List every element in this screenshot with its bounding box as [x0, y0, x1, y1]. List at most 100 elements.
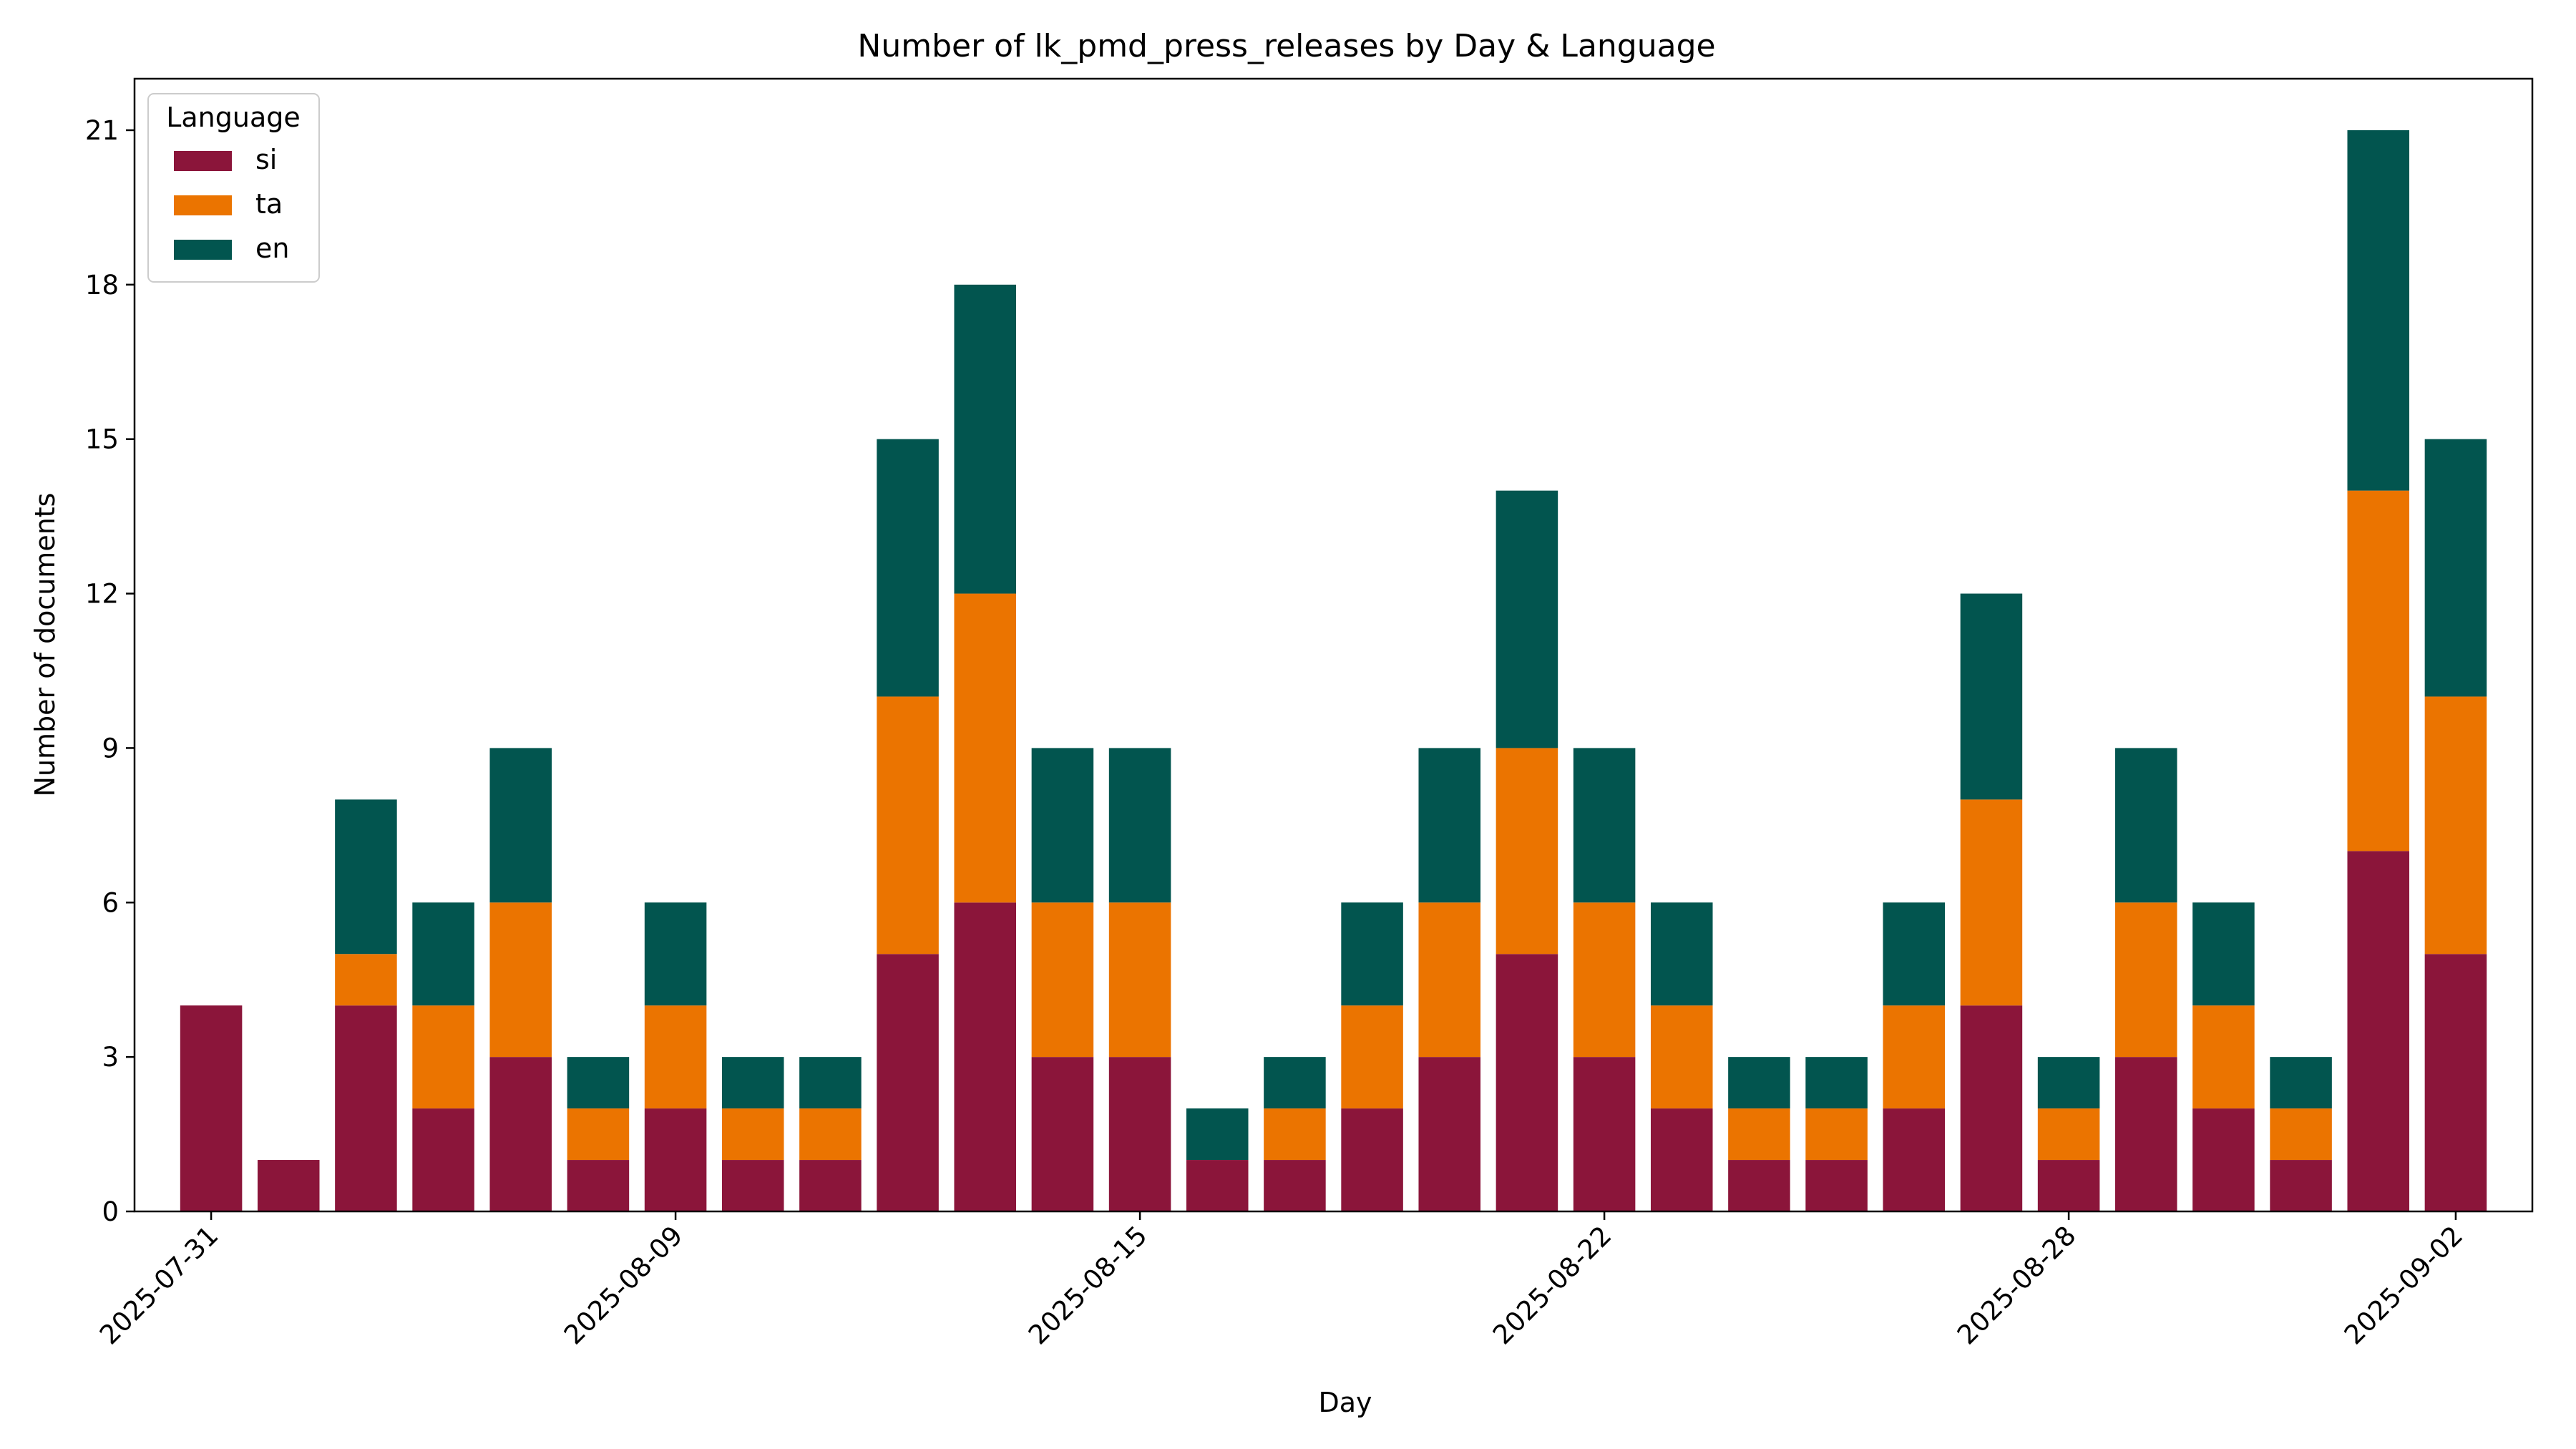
- bar-en-25: [2114, 748, 2177, 903]
- bar-si-10: [954, 902, 1017, 1211]
- bar-ta-8: [799, 1108, 862, 1161]
- bar-ta-14: [1264, 1108, 1326, 1161]
- bar-si-1: [257, 1160, 320, 1211]
- bar-en-3: [412, 902, 474, 1006]
- bar-si-11: [1031, 1057, 1094, 1211]
- bar-en-15: [1341, 902, 1403, 1006]
- bar-si-0: [180, 1005, 243, 1211]
- legend-frame: [147, 93, 320, 283]
- bar-ta-7: [721, 1108, 784, 1161]
- bar-si-12: [1108, 1057, 1171, 1211]
- bar-si-16: [1418, 1057, 1481, 1211]
- bar-si-6: [644, 1108, 707, 1211]
- bar-si-9: [877, 954, 939, 1211]
- bar-ta-24: [2037, 1108, 2100, 1161]
- y-tick-label-5: 15: [85, 424, 119, 455]
- bar-si-27: [2270, 1160, 2332, 1211]
- y-axis-label: Number of documents: [29, 493, 61, 797]
- legend-label-si: si: [255, 144, 277, 175]
- bar-ta-20: [1728, 1108, 1790, 1161]
- bar-si-7: [721, 1160, 784, 1211]
- bar-si-25: [2114, 1057, 2177, 1211]
- bar-en-24: [2037, 1057, 2100, 1109]
- bar-ta-6: [644, 1005, 707, 1109]
- bar-ta-19: [1650, 1005, 1713, 1109]
- legend: Language si ta en: [147, 93, 320, 283]
- bar-ta-26: [2192, 1005, 2255, 1109]
- y-tick-label-6: 18: [85, 270, 119, 301]
- bar-en-6: [644, 902, 707, 1006]
- y-tick-label-1: 3: [102, 1042, 119, 1073]
- bar-si-4: [489, 1057, 552, 1211]
- bar-en-17: [1496, 490, 1558, 748]
- bar-si-28: [2347, 851, 2410, 1211]
- bar-ta-4: [489, 902, 552, 1058]
- bar-en-22: [1883, 902, 1946, 1006]
- bar-en-5: [567, 1057, 630, 1109]
- legend-swatch-en: [174, 240, 232, 260]
- bar-en-8: [799, 1057, 862, 1109]
- bar-ta-10: [954, 593, 1017, 903]
- bar-si-23: [1960, 1005, 2023, 1211]
- bar-en-2: [335, 799, 397, 955]
- bar-ta-5: [567, 1108, 630, 1161]
- bar-ta-25: [2114, 902, 2177, 1058]
- legend-label-en: en: [255, 233, 289, 264]
- bar-ta-27: [2270, 1108, 2332, 1161]
- bar-en-23: [1960, 593, 2023, 800]
- y-tick-label-0: 0: [102, 1196, 119, 1227]
- y-axis: 0 3 6 9 12 15 18 21: [85, 115, 135, 1227]
- bar-si-21: [1805, 1160, 1868, 1211]
- bar-si-5: [567, 1160, 630, 1211]
- bar-en-29: [2424, 439, 2487, 697]
- bar-en-19: [1650, 902, 1713, 1006]
- bar-en-10: [954, 284, 1017, 594]
- bar-en-9: [877, 439, 939, 697]
- bar-si-18: [1573, 1057, 1636, 1211]
- bar-ta-28: [2347, 490, 2410, 852]
- bar-en-11: [1031, 748, 1094, 903]
- bar-ta-2: [335, 954, 397, 1006]
- bar-ta-29: [2424, 696, 2487, 955]
- bar-ta-22: [1883, 1005, 1946, 1109]
- bar-si-29: [2424, 954, 2487, 1211]
- legend-title: Language: [166, 102, 301, 133]
- bar-si-3: [412, 1108, 474, 1211]
- bar-en-28: [2347, 130, 2410, 491]
- legend-swatch-si: [174, 151, 232, 171]
- bar-en-16: [1418, 748, 1481, 903]
- bar-en-18: [1573, 748, 1636, 903]
- bar-ta-23: [1960, 799, 2023, 1006]
- bar-en-26: [2192, 902, 2255, 1006]
- bar-ta-16: [1418, 902, 1481, 1058]
- bar-en-4: [489, 748, 552, 903]
- bar-ta-12: [1108, 902, 1171, 1058]
- bar-si-17: [1496, 954, 1558, 1211]
- bar-ta-9: [877, 696, 939, 955]
- bar-ta-18: [1573, 902, 1636, 1058]
- bar-ta-15: [1341, 1005, 1403, 1109]
- bar-en-14: [1264, 1057, 1326, 1109]
- bar-en-12: [1108, 748, 1171, 903]
- bar-si-2: [335, 1005, 397, 1211]
- bar-si-13: [1186, 1160, 1249, 1211]
- bar-si-19: [1650, 1108, 1713, 1211]
- bar-en-13: [1186, 1108, 1249, 1161]
- legend-swatch-ta: [174, 195, 232, 215]
- y-tick-label-3: 9: [102, 733, 119, 763]
- bar-ta-3: [412, 1005, 474, 1109]
- bar-si-22: [1883, 1108, 1946, 1211]
- y-tick-label-2: 6: [102, 887, 119, 918]
- bar-si-20: [1728, 1160, 1790, 1211]
- bars-group: [180, 130, 2487, 1211]
- plot-frame: [133, 77, 2534, 1213]
- bar-si-14: [1264, 1160, 1326, 1211]
- y-tick-label-7: 21: [85, 115, 119, 146]
- bar-ta-11: [1031, 902, 1094, 1058]
- bar-si-8: [799, 1160, 862, 1211]
- chart-title: Number of lk_pmd_press_releases by Day &…: [857, 28, 1715, 64]
- legend-label-ta: ta: [255, 188, 283, 220]
- bar-si-26: [2192, 1108, 2255, 1211]
- bar-ta-17: [1496, 748, 1558, 955]
